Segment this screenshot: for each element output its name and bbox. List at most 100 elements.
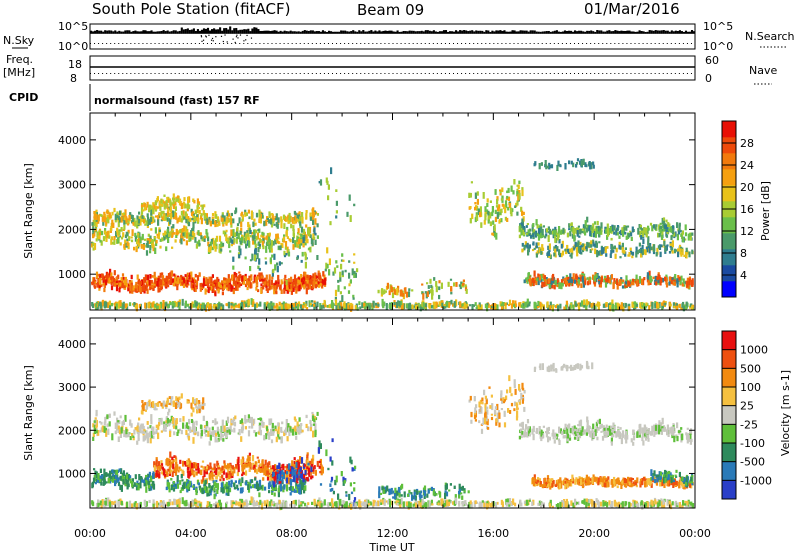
power-cell xyxy=(453,282,455,286)
power-cell xyxy=(279,287,281,290)
power-cell xyxy=(336,265,338,268)
nsky-sample xyxy=(241,30,243,34)
power-cell xyxy=(345,270,347,273)
nsky-sample xyxy=(304,30,306,34)
power-cell xyxy=(480,222,482,228)
power-cell xyxy=(117,237,119,243)
power-cell xyxy=(350,215,352,222)
power-cell xyxy=(272,303,274,307)
power-cell xyxy=(588,225,590,231)
nsearch-sample xyxy=(570,43,571,44)
velocity-cell xyxy=(319,471,321,473)
power-cell xyxy=(518,181,520,185)
nsearch-sample xyxy=(671,43,672,44)
nsearch-sample xyxy=(227,43,228,44)
velocity-cell xyxy=(144,484,146,486)
nsky-sample xyxy=(161,31,163,34)
nave-sample xyxy=(626,73,627,74)
power-cell xyxy=(93,211,95,214)
nsearch-sample xyxy=(522,43,523,44)
power-cell xyxy=(137,235,139,238)
power-cell xyxy=(181,211,183,215)
nsearch-sample xyxy=(213,40,214,41)
power-cell xyxy=(611,274,613,280)
nsky-sample xyxy=(288,31,290,33)
power-cell xyxy=(119,282,121,286)
velocity-cell xyxy=(170,470,172,473)
velocity-cell xyxy=(262,459,264,464)
nave-sample xyxy=(558,73,559,74)
power-cell xyxy=(474,202,476,204)
power-cell xyxy=(310,303,312,305)
power-cell xyxy=(568,228,570,230)
velocity-cell xyxy=(145,486,147,493)
power-cell xyxy=(270,257,272,262)
nave-sample xyxy=(288,73,289,74)
nsky-sample xyxy=(610,31,612,34)
velocity-cell xyxy=(169,452,171,458)
power-cell xyxy=(554,236,556,243)
nsky-sample xyxy=(538,32,540,34)
nsky-sample xyxy=(689,32,691,34)
power-cell xyxy=(285,304,287,309)
power-cell xyxy=(501,304,503,307)
power-cell xyxy=(259,302,261,307)
power-cell xyxy=(578,226,580,228)
nsky-sample xyxy=(318,31,320,34)
power-cell xyxy=(204,304,206,309)
nsky-sample xyxy=(417,31,419,34)
nsky-sample xyxy=(100,31,102,34)
power-cell xyxy=(549,229,551,235)
nsky-sample xyxy=(326,32,328,34)
power-cell xyxy=(539,276,541,281)
velocity-cell xyxy=(189,464,191,467)
power-cell xyxy=(210,277,212,284)
velocity-cell xyxy=(169,460,171,464)
power-cell xyxy=(581,300,583,306)
nsky-sample xyxy=(189,30,191,34)
power-cell xyxy=(610,250,612,254)
power-cell xyxy=(95,304,97,307)
power-cell xyxy=(361,302,363,308)
velocity-cell xyxy=(265,460,267,466)
nave-sample xyxy=(618,73,619,74)
velocity-cell xyxy=(319,461,321,463)
power-cell xyxy=(450,292,452,295)
nsearch-sample xyxy=(348,43,349,44)
power-cell xyxy=(569,279,571,283)
nsearch-sample xyxy=(167,43,168,44)
nsky-sample xyxy=(92,31,94,33)
power-cell xyxy=(186,240,188,245)
nsky-sample xyxy=(179,31,181,34)
power-cell xyxy=(220,248,222,251)
nsky-tick-top: 10^5 xyxy=(58,20,88,33)
nave-sample xyxy=(481,73,482,74)
power-cell xyxy=(159,206,161,211)
nave-sample xyxy=(183,73,184,74)
nsky-sample xyxy=(235,28,237,34)
nsky-sample xyxy=(124,30,126,33)
power-cell xyxy=(669,251,671,254)
nsky-label: N.Sky xyxy=(3,34,35,47)
velocity-cell xyxy=(269,469,271,472)
nave-sample xyxy=(372,73,373,74)
nave-sample xyxy=(280,73,281,74)
nsearch-sample xyxy=(251,43,252,44)
power-cell xyxy=(547,166,549,168)
velocity-cell xyxy=(122,479,124,485)
power-cell xyxy=(329,221,331,225)
power-cell xyxy=(632,227,634,233)
nsky-sample xyxy=(568,31,570,34)
power-cell xyxy=(135,305,137,309)
nsky-sample xyxy=(126,30,128,34)
power-cell xyxy=(607,231,609,237)
velocity-cell xyxy=(152,481,154,485)
nsearch-sample xyxy=(356,43,357,44)
nsky-sample xyxy=(306,31,308,34)
power-cell xyxy=(549,243,551,249)
nsearch-sample xyxy=(449,43,450,44)
power-cell xyxy=(438,280,440,283)
power-cell xyxy=(269,274,271,280)
power-cell xyxy=(233,304,235,307)
velocity-cell xyxy=(219,479,221,481)
